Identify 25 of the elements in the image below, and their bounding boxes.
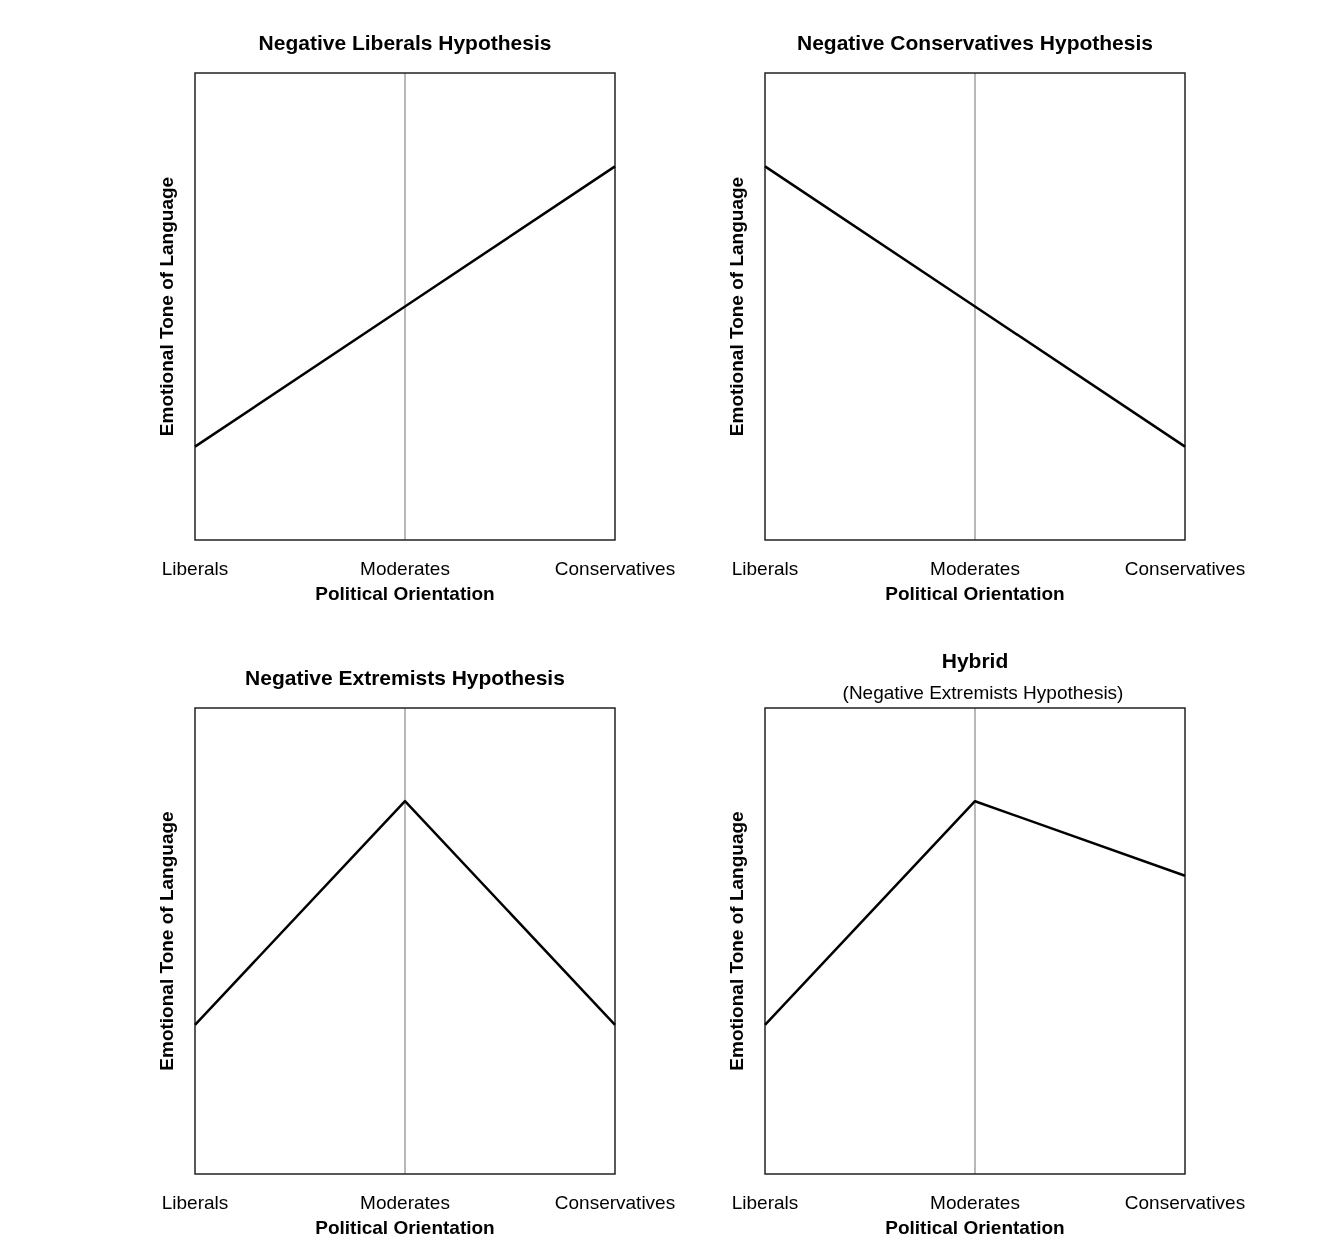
chart-title: Hybrid bbox=[941, 649, 1009, 672]
y-axis-title: Emotional Tone of Language bbox=[726, 811, 747, 1071]
x-tick-label: Liberals bbox=[731, 1192, 799, 1213]
x-axis-title: Political Orientation bbox=[315, 1217, 495, 1238]
chart-title: Negative Extremists Hypothesis bbox=[245, 666, 565, 689]
x-axis-title: Political Orientation bbox=[315, 583, 495, 604]
x-tick-label: Liberals bbox=[731, 558, 799, 579]
x-tick-label: Moderates bbox=[930, 1192, 1020, 1213]
x-tick-label: Moderates bbox=[360, 1192, 450, 1213]
x-tick-label: Liberals bbox=[161, 558, 229, 579]
x-tick-label: Moderates bbox=[930, 558, 1020, 579]
x-tick-label: Conservatives bbox=[554, 558, 676, 579]
chart-title: Negative Liberals Hypothesis bbox=[258, 31, 552, 54]
y-axis-title: Emotional Tone of Language bbox=[156, 811, 177, 1071]
chart-title: Negative Conservatives Hypothesis bbox=[797, 31, 1153, 54]
x-axis-title: Political Orientation bbox=[885, 1217, 1065, 1238]
x-tick-label: Conservatives bbox=[1124, 558, 1246, 579]
x-axis-title: Political Orientation bbox=[885, 583, 1065, 604]
x-tick-label: Liberals bbox=[161, 1192, 229, 1213]
x-tick-label: Conservatives bbox=[554, 1192, 676, 1213]
y-axis-title: Emotional Tone of Language bbox=[156, 176, 177, 437]
chart-subtitle: (Negative Extremists Hypothesis) bbox=[842, 682, 1124, 703]
x-tick-label: Conservatives bbox=[1124, 1192, 1246, 1213]
x-tick-label: Moderates bbox=[360, 558, 450, 579]
y-axis-title: Emotional Tone of Language bbox=[726, 176, 747, 437]
